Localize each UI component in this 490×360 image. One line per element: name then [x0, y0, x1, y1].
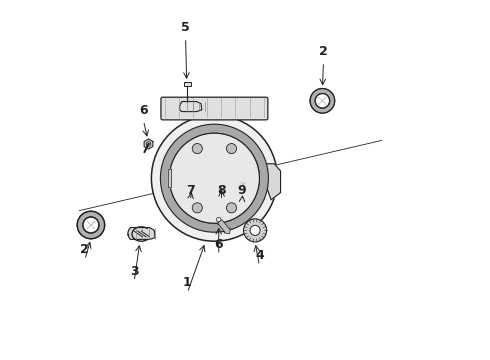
Text: 7: 7 [186, 184, 195, 197]
Wedge shape [235, 176, 251, 192]
Circle shape [239, 180, 247, 189]
Text: 3: 3 [130, 265, 139, 278]
Circle shape [151, 115, 277, 241]
Polygon shape [179, 102, 202, 112]
Circle shape [310, 89, 335, 113]
Circle shape [226, 144, 237, 154]
FancyArrow shape [218, 220, 230, 234]
Circle shape [170, 133, 259, 223]
Text: 1: 1 [183, 276, 192, 289]
Circle shape [315, 94, 330, 108]
Polygon shape [168, 169, 171, 187]
Polygon shape [214, 215, 223, 225]
Wedge shape [310, 89, 335, 113]
Polygon shape [128, 228, 155, 239]
Circle shape [244, 219, 267, 242]
Bar [184, 82, 191, 86]
Circle shape [192, 144, 202, 154]
Circle shape [83, 217, 99, 233]
Text: 8: 8 [217, 184, 226, 197]
Text: 2: 2 [319, 45, 328, 58]
Text: 2: 2 [80, 243, 89, 256]
Wedge shape [77, 211, 104, 239]
Circle shape [235, 176, 251, 192]
Text: 5: 5 [181, 21, 190, 34]
Text: 6: 6 [139, 104, 148, 117]
Circle shape [77, 211, 104, 239]
Polygon shape [144, 139, 153, 149]
Circle shape [226, 203, 237, 213]
Bar [135, 226, 155, 242]
Polygon shape [259, 164, 281, 200]
Circle shape [181, 175, 190, 184]
Text: 6: 6 [215, 238, 223, 251]
Text: 4: 4 [255, 249, 264, 262]
Circle shape [250, 225, 260, 235]
FancyBboxPatch shape [161, 97, 268, 120]
Wedge shape [160, 124, 269, 232]
Circle shape [192, 203, 202, 213]
Text: 9: 9 [238, 184, 246, 197]
